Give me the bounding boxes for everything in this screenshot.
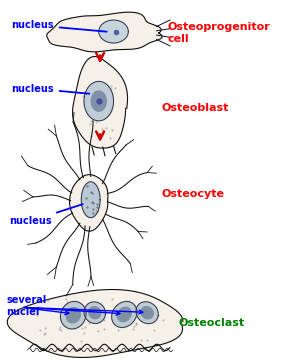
Text: Osteoclast: Osteoclast <box>178 319 244 328</box>
Polygon shape <box>7 289 183 357</box>
Polygon shape <box>84 81 113 121</box>
Polygon shape <box>112 301 137 328</box>
Polygon shape <box>99 20 128 43</box>
Polygon shape <box>141 307 153 319</box>
Polygon shape <box>81 182 100 218</box>
Polygon shape <box>91 91 106 111</box>
Polygon shape <box>117 307 131 321</box>
Polygon shape <box>89 307 101 319</box>
Text: Osteoprogenitor
cell: Osteoprogenitor cell <box>167 22 270 44</box>
Polygon shape <box>73 57 128 148</box>
Text: Osteocyte: Osteocyte <box>162 189 225 199</box>
Text: nucleus: nucleus <box>12 20 107 32</box>
Polygon shape <box>136 302 158 324</box>
Polygon shape <box>84 302 105 324</box>
Polygon shape <box>47 12 162 52</box>
Polygon shape <box>66 307 80 323</box>
Text: nucleus: nucleus <box>12 84 89 94</box>
Text: several
nuclei: several nuclei <box>6 296 46 317</box>
Polygon shape <box>60 301 86 329</box>
Polygon shape <box>70 175 108 231</box>
Text: nucleus: nucleus <box>9 204 83 226</box>
Text: Osteoblast: Osteoblast <box>162 103 229 113</box>
